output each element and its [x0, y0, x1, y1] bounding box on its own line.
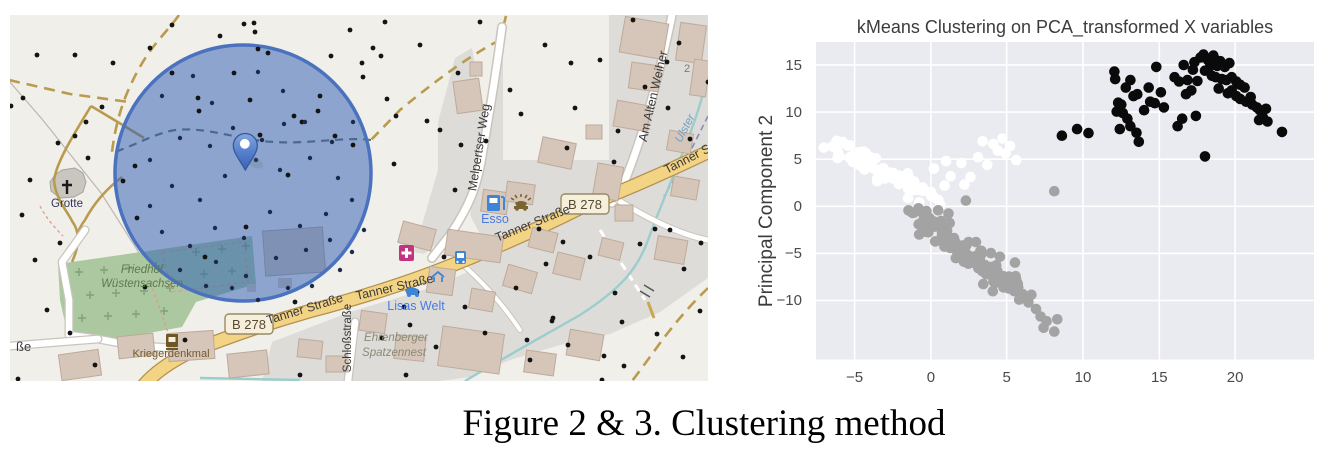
svg-text:0: 0: [794, 198, 802, 215]
svg-text:15: 15: [1151, 369, 1168, 386]
svg-text:Wüstensachsen: Wüstensachsen: [101, 278, 183, 290]
svg-text:Kriegerdenkmal: Kriegerdenkmal: [132, 348, 209, 360]
svg-text:10: 10: [785, 104, 802, 121]
svg-text:Esso: Esso: [481, 212, 509, 226]
svg-text:B 278: B 278: [232, 317, 266, 332]
svg-text:Schloßstraße: Schloßstraße: [342, 304, 354, 372]
svg-text:Friedhof: Friedhof: [121, 264, 165, 276]
svg-text:10: 10: [1075, 369, 1092, 386]
svg-text:Principal Component 2: Principal Component 2: [756, 115, 777, 307]
svg-text:Ehrenberger: Ehrenberger: [364, 332, 429, 344]
svg-text:−10: −10: [777, 292, 802, 309]
svg-text:Lisas Welt: Lisas Welt: [387, 299, 445, 313]
svg-text:Grotte: Grotte: [51, 198, 83, 210]
svg-text:2: 2: [684, 63, 690, 75]
svg-text:5: 5: [794, 151, 802, 168]
svg-text:5: 5: [1003, 369, 1011, 386]
svg-text:−5: −5: [846, 369, 863, 386]
svg-text:20: 20: [1227, 369, 1244, 386]
svg-text:Spatzennest: Spatzennest: [362, 347, 427, 359]
svg-text:kMeans Clustering on PCA_trans: kMeans Clustering on PCA_transformed X v…: [857, 17, 1273, 38]
svg-text:−5: −5: [785, 245, 802, 262]
svg-text:0: 0: [927, 369, 935, 386]
svg-text:ße: ße: [16, 339, 31, 354]
svg-text:15: 15: [785, 57, 802, 74]
svg-text:B 278: B 278: [568, 197, 602, 212]
